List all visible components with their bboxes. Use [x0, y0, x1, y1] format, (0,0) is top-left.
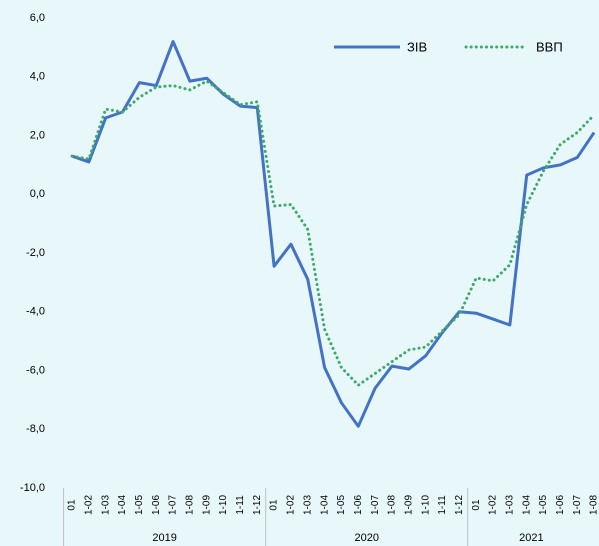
x-tick-label: 1-06 — [151, 495, 162, 515]
x-tick-label: 1-08 — [387, 495, 398, 515]
x-tick-label: 1-11 — [235, 495, 246, 515]
series-line — [71, 40, 596, 428]
y-tick-label: 4,0 — [30, 71, 45, 83]
x-tick-label: 1-03 — [100, 495, 111, 515]
group-label: 2021 — [519, 532, 543, 544]
x-tick-label: 1-09 — [201, 495, 212, 515]
y-tick-label: -6,0 — [26, 364, 45, 376]
x-tick-label: 1-04 — [117, 495, 128, 515]
x-tick-label: 1-04 — [319, 495, 330, 515]
x-tick-label: 1-02 — [286, 495, 297, 515]
x-tick-label: 1-05 — [538, 495, 549, 515]
x-tick-label: 1-10 — [420, 495, 431, 515]
x-tick-label: 1-12 — [252, 495, 263, 515]
x-tick-label: 1-04 — [521, 495, 532, 515]
x-tick-label: 1-07 — [572, 495, 583, 515]
group-label: 2020 — [354, 532, 378, 544]
x-tick-label: 1-09 — [403, 495, 414, 515]
x-tick-label: 1-02 — [84, 495, 95, 515]
x-tick-label: 1-12 — [454, 495, 465, 515]
x-tick-label: 01 — [67, 499, 78, 511]
x-tick-label: 1-08 — [185, 495, 196, 515]
x-tick-label: 1-06 — [353, 495, 364, 515]
x-tick-label: 01 — [471, 499, 482, 511]
x-tick-label: 1-05 — [134, 495, 145, 515]
x-tick-label: 1-06 — [555, 495, 566, 515]
x-tick-label: 1-11 — [437, 495, 448, 515]
y-tick-label: -4,0 — [26, 306, 45, 318]
y-tick-label: -10,0 — [20, 482, 45, 494]
x-tick-label: 1-03 — [302, 495, 313, 515]
x-tick-label: 1-07 — [370, 495, 381, 515]
y-tick-label: 6,0 — [30, 12, 45, 24]
x-tick-label: 1-03 — [505, 495, 516, 515]
x-tick-label: 1-02 — [488, 495, 499, 515]
series-line — [70, 79, 596, 387]
x-tick-label: 1-10 — [218, 495, 229, 515]
y-tick-label: -8,0 — [26, 423, 45, 435]
y-tick-label: -2,0 — [26, 247, 45, 259]
x-tick-label: 1-07 — [168, 495, 179, 515]
x-tick-label: 1-08 — [589, 495, 599, 515]
group-label: 2019 — [152, 532, 176, 544]
x-tick-label: 1-05 — [336, 495, 347, 515]
x-tick-label: 01 — [269, 499, 280, 511]
legend-label: ЗІВ — [407, 39, 427, 54]
legend-label: ВВП — [536, 39, 563, 54]
y-tick-label: 0,0 — [30, 188, 45, 200]
y-tick-label: 2,0 — [30, 129, 45, 141]
